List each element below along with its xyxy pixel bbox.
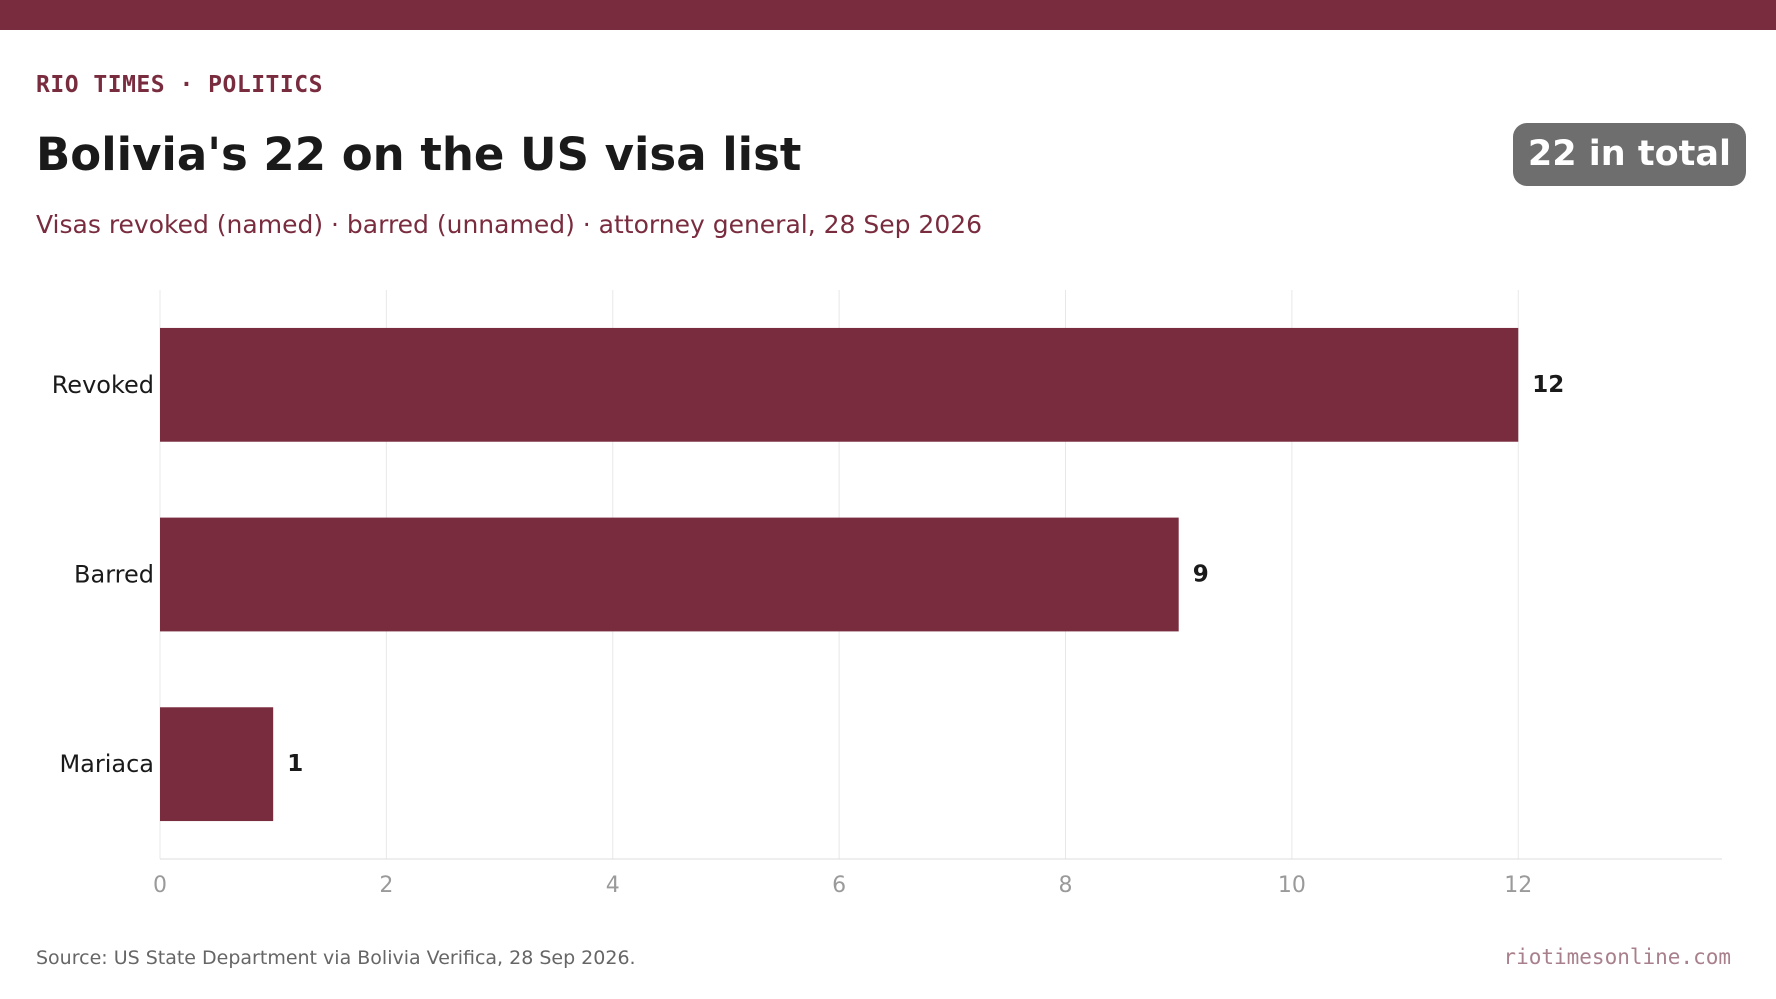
x-tick-label: 4 bbox=[606, 873, 620, 898]
category-label: Mariaca bbox=[59, 750, 154, 778]
data-label: 1 bbox=[287, 751, 303, 777]
bar-mariaca bbox=[160, 707, 274, 822]
x-axis-ticks: 0 2 4 6 8 10 12 bbox=[153, 873, 1532, 898]
x-tick-label: 2 bbox=[379, 873, 393, 898]
labels: Revoked 12 Barred 9 Mariaca 1 bbox=[52, 371, 1565, 778]
page-title: Bolivia's 22 on the US visa list bbox=[36, 128, 802, 181]
x-tick-label: 0 bbox=[153, 873, 167, 898]
data-label: 12 bbox=[1532, 372, 1564, 398]
total-badge: 22 in total bbox=[1512, 123, 1746, 186]
bars bbox=[160, 327, 1519, 822]
data-label: 9 bbox=[1193, 562, 1209, 588]
x-tick-label: 10 bbox=[1278, 873, 1306, 898]
bar-barred bbox=[160, 517, 1179, 632]
section-kicker: RIO TIMES · POLITICS bbox=[36, 72, 323, 98]
category-label: Revoked bbox=[52, 371, 154, 399]
site-url: riotimesonline.com bbox=[1503, 945, 1731, 969]
x-tick-label: 6 bbox=[832, 873, 846, 898]
page-subtitle: Visas revoked (named) · barred (unnamed)… bbox=[36, 210, 983, 239]
source-note: Source: US State Department via Bolivia … bbox=[36, 947, 636, 969]
category-label: Barred bbox=[74, 561, 154, 589]
x-tick-label: 8 bbox=[1059, 873, 1073, 898]
bar-revoked bbox=[160, 327, 1519, 442]
bar-chart: Revoked 12 Barred 9 Mariaca 1 0 2 4 6 8 10 12 bbox=[52, 290, 1722, 898]
top-accent-bar bbox=[0, 0, 1776, 30]
x-tick-label: 12 bbox=[1504, 873, 1532, 898]
